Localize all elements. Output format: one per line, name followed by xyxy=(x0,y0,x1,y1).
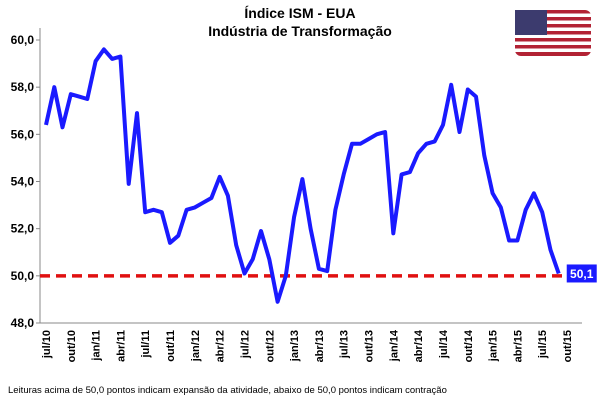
x-tick-label: out/13 xyxy=(364,330,376,362)
chart-title: Índice ISM - EUA xyxy=(244,5,355,21)
y-tick-label: 56,0 xyxy=(11,127,35,141)
footnote: Leituras acima de 50,0 pontos indicam ex… xyxy=(8,385,447,396)
x-tick-label: jul/10 xyxy=(41,330,53,359)
y-tick-label: 50,0 xyxy=(11,269,35,283)
x-tick-label: jan/11 xyxy=(91,330,103,362)
x-tick-label: abr/15 xyxy=(512,330,524,362)
y-tick-label: 58,0 xyxy=(11,80,35,94)
data-line xyxy=(44,47,561,304)
x-tick-label: jan/15 xyxy=(488,330,500,362)
value-label-box xyxy=(566,264,597,283)
x-tick-label: jan/13 xyxy=(289,330,301,362)
y-tick-label: 52,0 xyxy=(11,222,35,236)
y-tick-label: 54,0 xyxy=(11,175,35,189)
x-tick-label: jul/13 xyxy=(339,330,351,359)
x-tick-label: abr/13 xyxy=(314,330,326,362)
x-tick-label: out/15 xyxy=(562,330,574,362)
x-tick-label: jan/14 xyxy=(388,329,400,362)
x-tick-label: jan/12 xyxy=(190,330,202,362)
x-tick-label: abr/14 xyxy=(413,329,425,362)
x-tick-label: jul/15 xyxy=(537,330,549,359)
x-tick-label: jul/14 xyxy=(438,329,450,359)
y-tick-label: 48,0 xyxy=(11,316,35,330)
x-tick-label: out/14 xyxy=(463,329,475,362)
x-tick-label: out/12 xyxy=(264,330,276,362)
x-tick-label: abr/11 xyxy=(115,330,127,362)
x-tick-label: out/11 xyxy=(165,330,177,362)
chart-subtitle: Indústria de Transformação xyxy=(208,23,392,39)
x-tick-label: abr/12 xyxy=(215,330,227,362)
us-flag xyxy=(515,10,591,56)
value-label: 50,1 xyxy=(570,267,594,281)
x-tick-label: jul/12 xyxy=(239,330,251,359)
x-tick-label: jul/11 xyxy=(140,330,152,359)
y-tick-label: 60,0 xyxy=(11,33,35,47)
x-tick-label: out/10 xyxy=(66,330,78,362)
